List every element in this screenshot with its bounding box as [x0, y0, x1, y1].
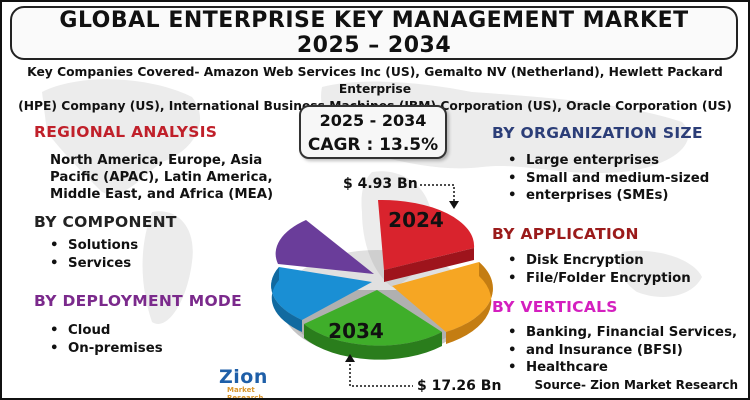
- by-deployment-heading: BY DEPLOYMENT MODE: [34, 292, 242, 310]
- list-item: Cloud: [48, 322, 163, 340]
- list-item: On-premises: [48, 340, 163, 358]
- regional-line: North America, Europe, Asia: [50, 153, 263, 168]
- list-item: Disk Encryption: [506, 252, 691, 270]
- list-item-continuation: enterprises (SMEs): [506, 187, 709, 205]
- by-verticals-heading: BY VERTICALS: [492, 298, 618, 316]
- list-item: Banking, Financial Services,: [506, 324, 737, 342]
- zion-logo: Zion Market Research: [219, 366, 289, 399]
- pie-slice-blue-side: [271, 267, 302, 332]
- pie-slice-red: [378, 199, 475, 270]
- pie-slice-orange: [392, 262, 493, 332]
- pie-label-2034: 2034: [328, 319, 384, 343]
- value-2024: $ 4.93 Bn: [343, 176, 418, 192]
- cagr-box: 2025 - 2034 CAGR : 13.5%: [299, 105, 447, 159]
- arrow-2034: [345, 354, 413, 387]
- list-item-continuation: and Insurance (BFSI): [506, 342, 737, 360]
- list-item: Services: [48, 255, 138, 273]
- logo-name: Zion: [219, 366, 268, 388]
- list-item: Large enterprises: [506, 152, 709, 170]
- pie-chart: 2024 2034: [271, 199, 493, 360]
- verticals-list: Banking, Financial Services, and Insuran…: [506, 324, 737, 377]
- by-organization-heading: BY ORGANIZATION SIZE: [492, 124, 703, 142]
- arrow-2024: [420, 184, 459, 209]
- list-item: Solutions: [48, 237, 138, 255]
- deployment-list: Cloud On-premises: [48, 322, 163, 357]
- value-2034: $ 17.26 Bn: [417, 378, 502, 394]
- by-component-heading: BY COMPONENT: [34, 213, 177, 231]
- key-companies-line-1: Key Companies Covered- Amazon Web Servic…: [27, 65, 723, 96]
- application-list: Disk Encryption File/Folder Encryption: [506, 252, 691, 287]
- list-item-continuation-text: and Insurance (BFSI): [526, 342, 683, 358]
- list-item: File/Folder Encryption: [506, 270, 691, 288]
- pie-slice-green: [304, 290, 442, 346]
- pie-slice-orange-side: [446, 262, 493, 344]
- pie-slice-blue: [271, 267, 372, 320]
- source-note: Source- Zion Market Research: [534, 378, 738, 392]
- regional-line: Middle East, and Africa (MEA): [50, 187, 274, 202]
- cagr-value: CAGR : 13.5%: [307, 135, 439, 155]
- organization-list: Large enterprises Small and medium-sized…: [506, 152, 709, 205]
- component-list: Solutions Services: [48, 237, 138, 272]
- pie-slice-red-side: [384, 248, 474, 282]
- regional-analysis-heading: REGIONAL ANALYSIS: [34, 123, 218, 141]
- list-item-continuation-text: enterprises (SMEs): [526, 188, 669, 203]
- regional-analysis-text: North America, Europe, Asia Pacific (APA…: [50, 152, 273, 203]
- list-item: Healthcare: [506, 359, 737, 377]
- pie-slice-purple: [275, 220, 374, 274]
- title-box: GLOBAL ENTERPRISE KEY MANAGEMENT MARKET …: [10, 6, 738, 60]
- cagr-years: 2025 - 2034: [319, 111, 427, 130]
- pie-label-2024: 2024: [388, 208, 444, 232]
- regional-line: Pacific (APAC), Latin America,: [50, 170, 273, 185]
- logo-sub: Market Research: [227, 386, 264, 400]
- title-line-1: GLOBAL ENTERPRISE KEY MANAGEMENT MARKET: [59, 8, 689, 33]
- pie-slice-green-side: [304, 324, 442, 360]
- by-application-heading: BY APPLICATION: [492, 225, 639, 243]
- list-item: Small and medium-sized: [506, 170, 709, 188]
- title-line-2: 2025 – 2034: [296, 33, 452, 58]
